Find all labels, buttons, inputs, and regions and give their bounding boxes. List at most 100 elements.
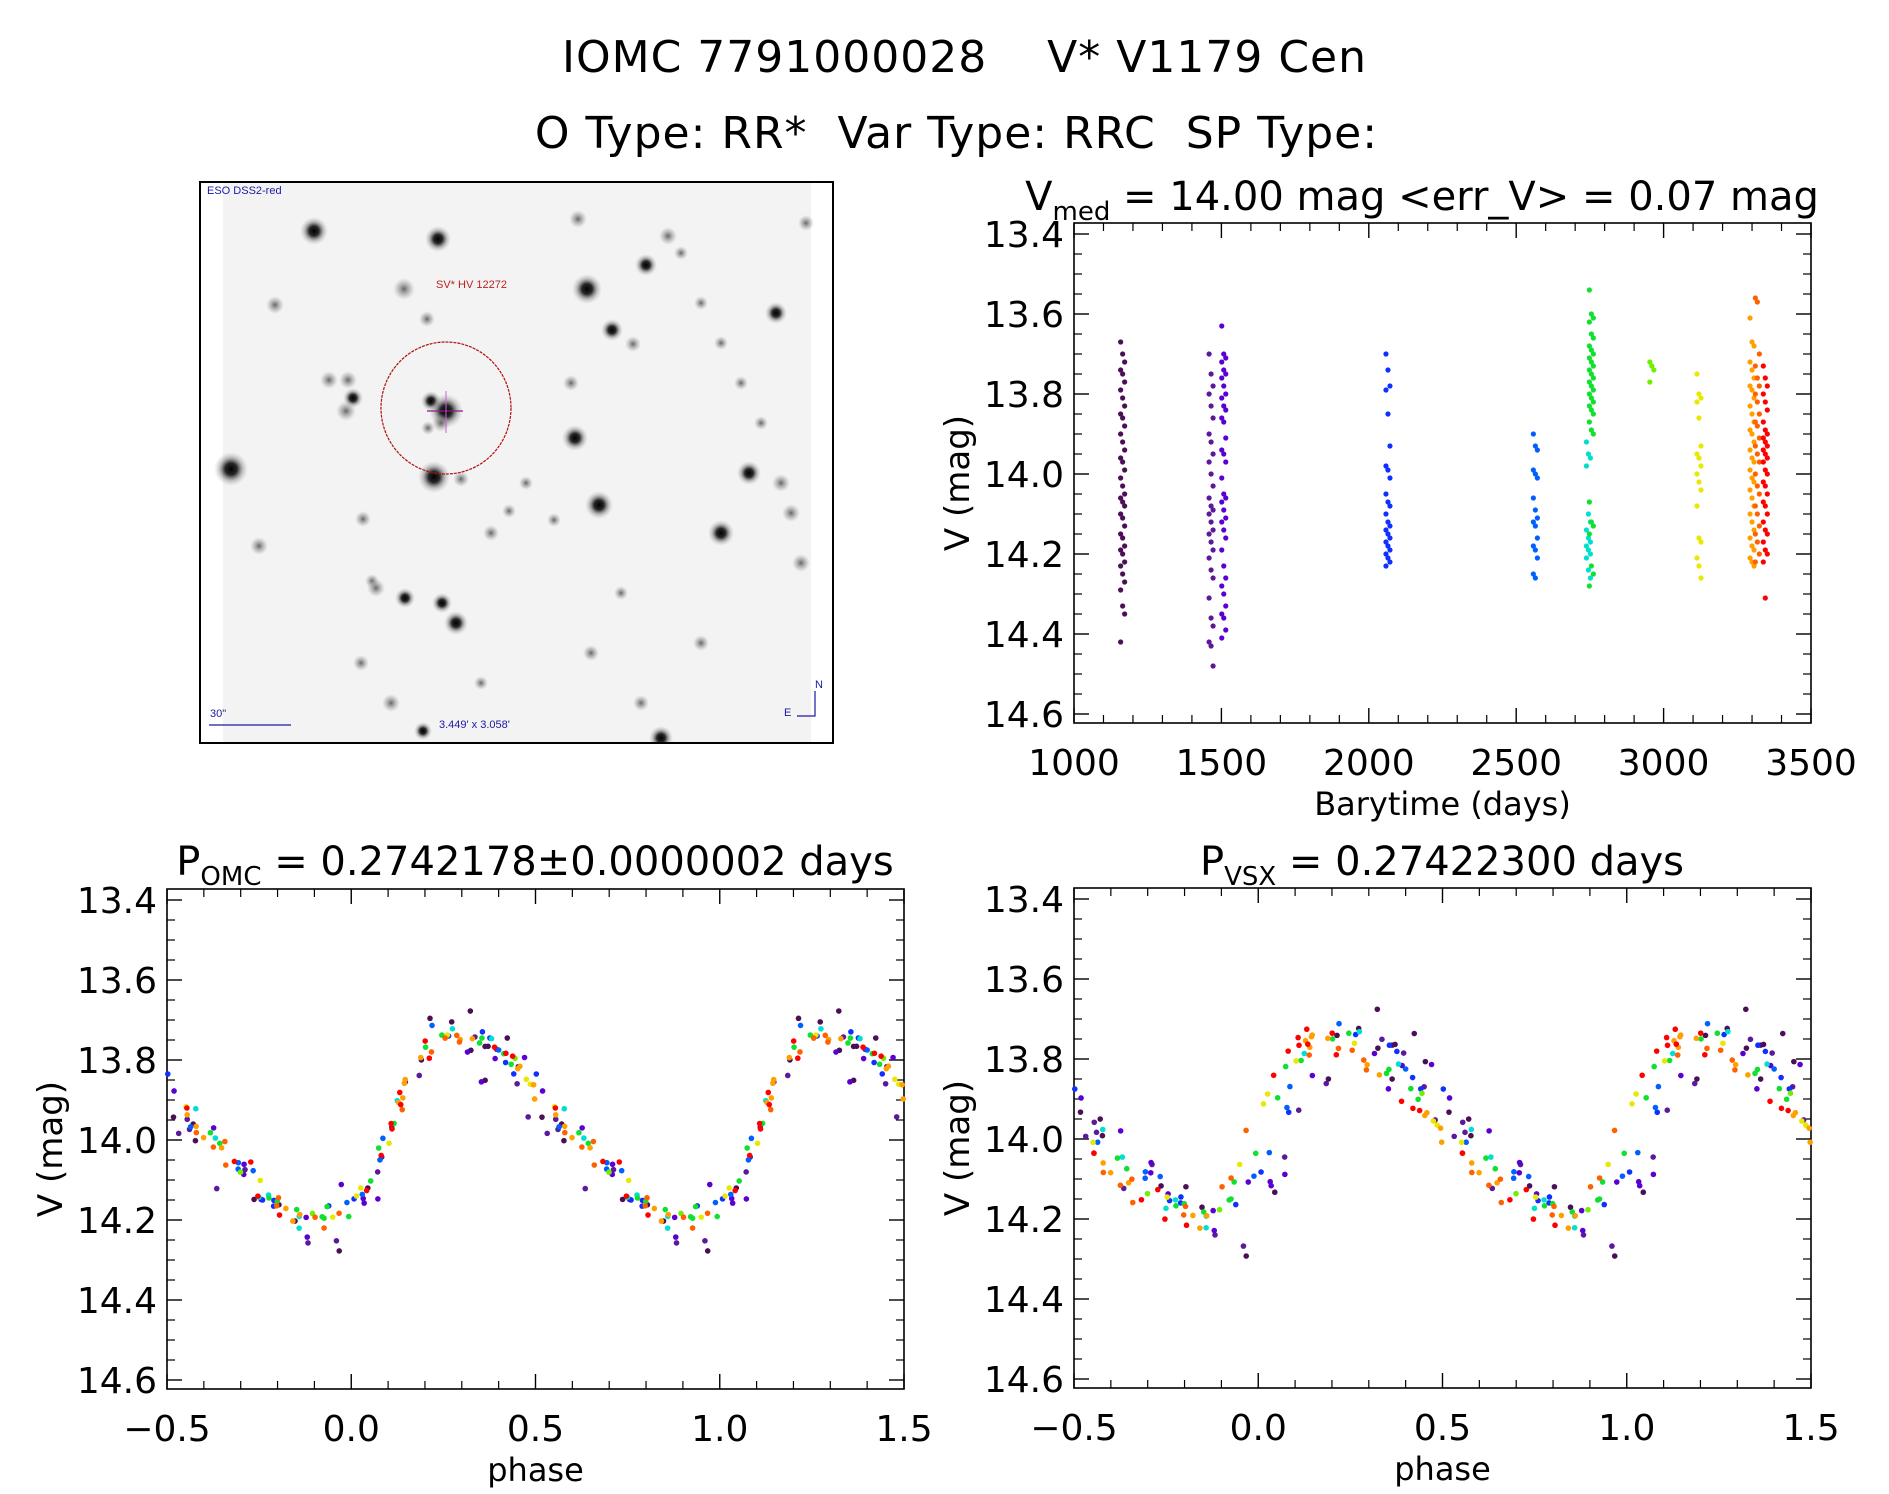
data-point xyxy=(1605,1161,1611,1168)
data-point xyxy=(610,1166,617,1173)
data-point xyxy=(1530,1216,1537,1222)
data-point xyxy=(1122,543,1128,549)
data-point xyxy=(1325,1076,1332,1082)
data-point xyxy=(192,1105,199,1112)
data-point xyxy=(1764,1061,1770,1067)
title-symbol: P xyxy=(1200,839,1224,885)
data-point xyxy=(1240,1243,1247,1249)
data-point xyxy=(838,1035,844,1042)
data-point xyxy=(1208,403,1214,409)
data-point xyxy=(1120,459,1126,465)
data-point xyxy=(1586,403,1592,409)
data-point xyxy=(1142,1169,1149,1175)
data-point xyxy=(1463,1139,1469,1146)
data-point xyxy=(1611,1253,1618,1259)
north-label: N xyxy=(815,679,823,691)
data-point xyxy=(1492,1165,1499,1172)
data-point xyxy=(1417,1086,1424,1092)
data-point xyxy=(689,1225,696,1231)
data-point xyxy=(1118,495,1124,501)
data-point xyxy=(1144,1190,1151,1197)
data-point xyxy=(456,1039,463,1045)
data-point xyxy=(1383,563,1389,569)
star xyxy=(782,504,800,522)
star xyxy=(444,611,468,635)
data-point xyxy=(525,1114,531,1120)
data-point xyxy=(1197,1225,1203,1231)
data-point xyxy=(1532,443,1538,449)
data-point xyxy=(1530,571,1536,577)
data-point xyxy=(1329,1036,1336,1042)
data-point xyxy=(1588,563,1594,569)
data-point xyxy=(1534,515,1540,521)
phase_omc-plot: 13.4 13.6 13.8 14.0 14.2 14.4 14.6 −0.5 0.0 0.5 1.… xyxy=(31,839,933,1489)
star xyxy=(714,336,728,350)
data-point xyxy=(1093,1129,1100,1136)
data-point xyxy=(359,1191,366,1198)
y-tick-label: 13.6 xyxy=(984,960,1064,1001)
data-point xyxy=(893,1114,900,1120)
data-point xyxy=(1778,1105,1785,1112)
data-point xyxy=(1546,1194,1553,1200)
data-point xyxy=(363,1187,370,1194)
data-point xyxy=(1223,535,1229,541)
data-point xyxy=(1462,1129,1468,1136)
data-point xyxy=(1200,1209,1207,1215)
data-point xyxy=(273,1202,280,1209)
data-point xyxy=(1219,359,1225,365)
data-point xyxy=(1764,491,1770,497)
data-point xyxy=(1643,1094,1649,1101)
data-point xyxy=(1301,1050,1308,1057)
data-point xyxy=(1754,399,1760,405)
data-point xyxy=(1123,1165,1130,1172)
data-point xyxy=(1590,431,1596,437)
lightcurve-plot: 13.4 13.6 13.8 14.0 14.2 14.4 14.6 1000 1500 2000… xyxy=(938,174,1857,823)
data-point xyxy=(426,1055,433,1062)
data-point xyxy=(305,1240,311,1246)
data-point xyxy=(207,1129,214,1136)
data-point xyxy=(1792,1109,1799,1116)
data-point xyxy=(1756,383,1762,389)
data-point xyxy=(871,1050,878,1057)
data-point xyxy=(539,1088,546,1094)
data-point xyxy=(1424,1109,1430,1116)
data-point xyxy=(1400,1050,1407,1056)
data-point xyxy=(1743,1006,1749,1013)
data-point xyxy=(1756,351,1762,357)
data-point xyxy=(1120,603,1126,609)
data-point xyxy=(1756,459,1762,465)
data-point xyxy=(1752,443,1758,449)
data-point xyxy=(766,1101,773,1108)
data-point xyxy=(1446,1109,1452,1115)
data-point xyxy=(1767,1098,1773,1105)
data-point xyxy=(1590,571,1596,577)
data-point xyxy=(303,1214,309,1221)
data-point xyxy=(1486,1128,1492,1134)
data-point xyxy=(523,1076,530,1083)
data-point xyxy=(1306,1052,1313,1058)
data-point xyxy=(702,1237,708,1244)
data-point xyxy=(790,1038,797,1044)
data-point xyxy=(704,1210,711,1217)
data-point xyxy=(1749,455,1755,461)
data-point xyxy=(1779,1030,1786,1037)
plot-frame xyxy=(1073,222,1812,724)
data-point xyxy=(1293,1058,1299,1064)
data-point xyxy=(1468,1132,1474,1139)
data-point xyxy=(1769,1050,1775,1056)
data-point xyxy=(1696,455,1702,461)
data-point xyxy=(1530,431,1536,437)
data-point xyxy=(745,1157,752,1163)
data-point xyxy=(732,1187,738,1194)
data-point xyxy=(319,1213,326,1220)
star xyxy=(414,722,432,740)
data-point xyxy=(502,1059,509,1066)
compass-arrows xyxy=(797,691,816,717)
data-point xyxy=(1580,1232,1587,1238)
data-point xyxy=(1383,463,1389,469)
data-point xyxy=(1219,395,1225,401)
title-text: = 14.00 mag <err_V> = 0.07 mag xyxy=(1110,174,1819,220)
data-point xyxy=(210,1125,217,1131)
data-point xyxy=(1287,1083,1293,1090)
data-point xyxy=(1371,1050,1378,1057)
